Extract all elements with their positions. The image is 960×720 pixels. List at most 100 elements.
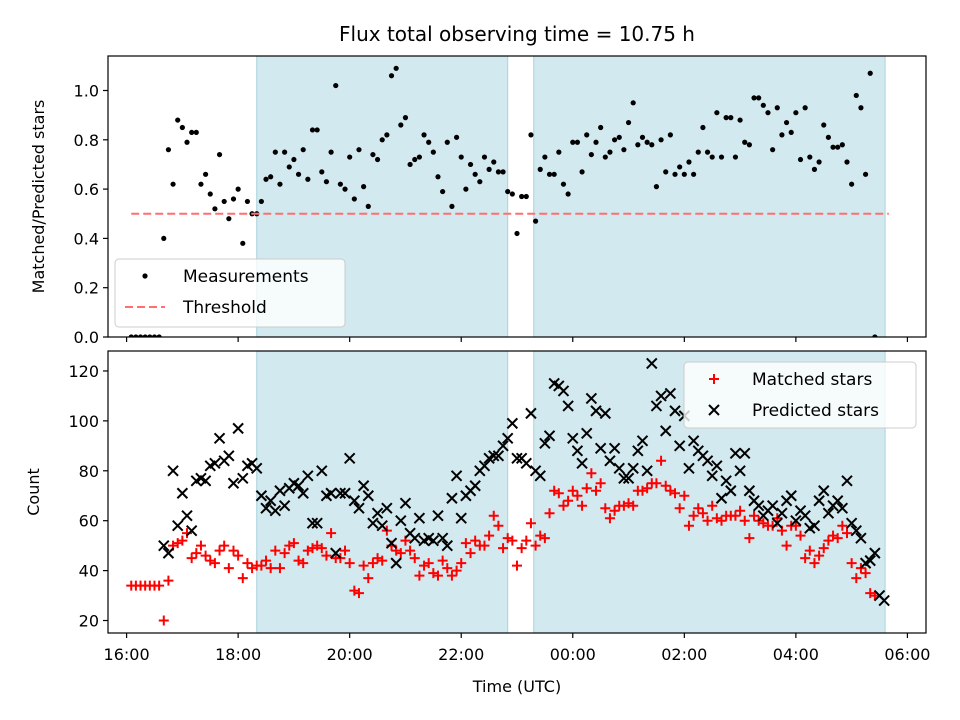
predicted-star-point (339, 487, 351, 499)
predicted-star-point (278, 500, 291, 512)
predicted-star-point (497, 440, 509, 452)
measurement-point (449, 203, 455, 209)
predicted-star-point (543, 430, 556, 442)
matched-star-point (572, 490, 583, 501)
matched-star-point (697, 508, 708, 519)
measurement-point (797, 156, 804, 163)
series-matched-stars (126, 455, 880, 626)
matched-star-point (442, 563, 453, 574)
matched-star-point (781, 540, 792, 551)
predicted-star-point (790, 514, 802, 527)
predicted-star-point (776, 507, 788, 519)
measurement-point (709, 154, 715, 160)
predicted-star-point (585, 392, 598, 405)
measurement-point (467, 161, 474, 168)
matched-star-point (581, 483, 592, 494)
predicted-star-point (209, 457, 221, 470)
predicted-star-point (715, 492, 728, 504)
predicted-star-point (297, 487, 309, 499)
matched-star-point (670, 488, 681, 499)
predicted-star-point (818, 485, 830, 497)
measurement-point (667, 132, 673, 138)
plot-frame (107, 55, 927, 338)
measurement-point (811, 166, 818, 172)
predicted-star-point (176, 487, 189, 499)
predicted-star-point (325, 487, 337, 499)
measurement-point (212, 206, 218, 212)
legend: Matched stars Predicted stars (683, 361, 917, 429)
measurement-point (602, 154, 608, 160)
matched-star-point (261, 555, 272, 566)
measurement-point (858, 105, 864, 111)
predicted-star-point (650, 400, 663, 412)
predicted-star-point (511, 452, 523, 465)
measurement-point (351, 196, 357, 202)
y-tick-label: 0.2 (74, 279, 99, 298)
matched-star-point (451, 565, 462, 576)
predicted-star-point (478, 460, 491, 472)
measurement-point (588, 151, 594, 158)
measurement-point (444, 139, 450, 145)
matched-star-point (423, 558, 434, 569)
measurement-point (551, 171, 557, 177)
y-tick-label: 60 (79, 512, 99, 531)
predicted-star-point (172, 519, 184, 532)
matched-star-point (363, 573, 374, 584)
measurement-point (523, 193, 529, 200)
matched-star-point (837, 520, 848, 531)
predicted-star-point (878, 594, 890, 607)
matched-star-point (353, 588, 364, 599)
predicted-star-point (557, 385, 570, 397)
predicted-star-point (845, 517, 858, 529)
measurement-point (695, 149, 701, 155)
predicted-star-point (525, 407, 537, 420)
count-panel: 20 40 60 80 100 120 16:00 18:00 20:00 22:00 00:00 0… (24, 350, 930, 696)
predicted-star-point (232, 422, 244, 435)
matched-star-point (154, 580, 165, 591)
predicted-star-point (520, 457, 533, 470)
measurement-point (723, 115, 729, 121)
predicted-star-point (725, 485, 737, 497)
matched-star-point (674, 503, 685, 514)
matched-star-point (642, 483, 653, 494)
matched-star-point (432, 570, 443, 581)
measurement-point (347, 154, 353, 160)
predicted-star-point (330, 547, 342, 559)
matched-star-point (683, 520, 694, 531)
matched-star-point (484, 530, 495, 541)
measurement-point (770, 147, 776, 153)
predicted-star-point (213, 432, 226, 445)
matched-star-point (795, 530, 806, 541)
predicted-star-point (385, 537, 398, 549)
matched-star-point (739, 515, 750, 526)
matched-star-point (558, 500, 569, 511)
matched-star-point (460, 538, 471, 549)
measurement-point (500, 169, 506, 175)
predicted-star-point (292, 480, 305, 492)
measurement-point (472, 171, 478, 177)
matched-star-point (200, 550, 211, 561)
predicted-star-point (664, 387, 677, 400)
predicted-star-point (683, 462, 695, 474)
measurement-point (240, 240, 246, 246)
matched-star-point (591, 485, 602, 496)
measurement-point (649, 142, 655, 148)
x-tick-label: 16:00 (104, 645, 150, 664)
measurement-point (560, 181, 567, 187)
measurement-point (221, 198, 227, 205)
matched-star-point (749, 510, 760, 521)
predicted-star-point (739, 447, 751, 460)
matched-star-point (688, 510, 699, 521)
measurement-point (579, 169, 585, 175)
predicted-star-point (199, 475, 212, 487)
predicted-star-point (376, 519, 388, 532)
predicted-star-point (608, 442, 621, 455)
measurement-point (862, 171, 869, 177)
predicted-star-point (687, 435, 700, 447)
measurement-point (635, 142, 641, 148)
matched-star-point (498, 543, 509, 554)
matched-star-point (270, 545, 281, 556)
matched-star-point (567, 485, 578, 496)
matched-star-point (628, 500, 639, 511)
legend-dot-marker (142, 273, 148, 279)
